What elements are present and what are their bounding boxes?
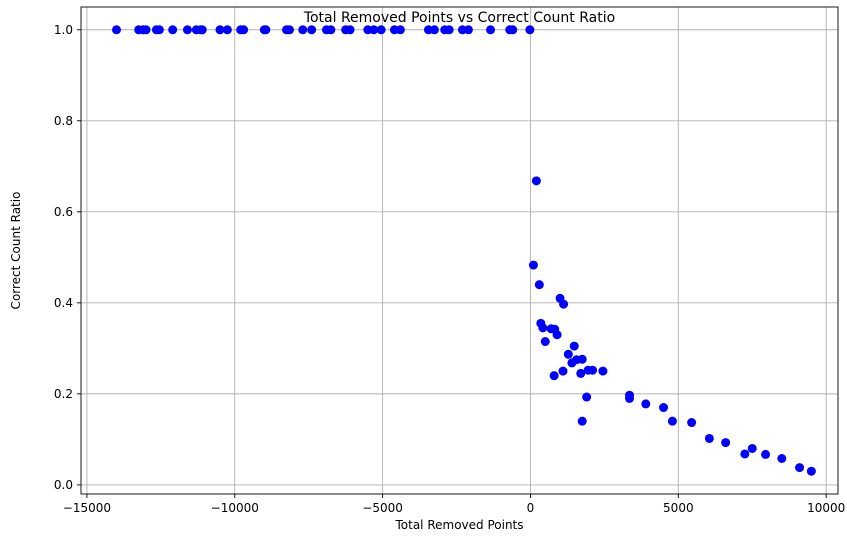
data-point <box>395 25 405 35</box>
points-layer <box>111 25 816 476</box>
data-point <box>559 299 569 309</box>
x-tick-label: −15000 <box>63 501 111 515</box>
data-point <box>761 449 771 459</box>
data-point <box>747 443 757 453</box>
data-point <box>298 25 308 35</box>
data-point <box>534 280 544 290</box>
data-point <box>326 25 336 35</box>
data-point <box>577 354 587 364</box>
x-tick-label: 5000 <box>663 501 694 515</box>
y-axis-label: Correct Count Ratio <box>9 192 23 310</box>
data-point <box>598 366 608 376</box>
data-point <box>307 25 317 35</box>
data-point <box>154 25 164 35</box>
data-point <box>508 25 518 35</box>
data-point <box>111 25 121 35</box>
data-point <box>576 368 586 378</box>
y-tick-label: 0.8 <box>54 114 73 128</box>
data-point <box>667 416 677 426</box>
x-tick-label: 0 <box>527 501 535 515</box>
data-point <box>429 25 439 35</box>
data-point <box>563 349 573 359</box>
data-point <box>369 25 379 35</box>
data-point <box>577 416 587 426</box>
data-point <box>531 176 541 186</box>
data-point <box>182 25 192 35</box>
x-tick-label: 10000 <box>807 501 845 515</box>
data-point <box>558 366 568 376</box>
data-point <box>806 466 816 476</box>
data-point <box>528 260 538 270</box>
data-point <box>345 25 355 35</box>
y-tick-label: 0.4 <box>54 296 73 310</box>
data-point <box>704 433 714 443</box>
data-point <box>215 25 225 35</box>
chart-title: Total Removed Points vs Correct Count Ra… <box>303 10 615 26</box>
grid-layer <box>81 7 838 494</box>
data-point <box>141 25 151 35</box>
data-point <box>795 463 805 473</box>
data-point <box>569 341 579 351</box>
data-point <box>687 418 697 428</box>
y-tick-label: 1.0 <box>54 23 73 37</box>
data-point <box>777 453 787 463</box>
data-point <box>444 25 454 35</box>
data-point <box>261 25 271 35</box>
data-point <box>222 25 232 35</box>
data-point <box>197 25 207 35</box>
x-tick-label: −10000 <box>211 501 259 515</box>
ticks-layer: −15000 −10000 −5000 0 5000 10000 0.0 0.2 0.4 0.6 0… <box>54 23 845 515</box>
data-point <box>721 438 731 448</box>
data-point <box>284 25 294 35</box>
x-tick-label: −5000 <box>362 501 403 515</box>
data-point <box>538 323 548 333</box>
data-point <box>486 25 496 35</box>
data-point <box>168 25 178 35</box>
y-tick-label: 0.6 <box>54 205 73 219</box>
data-point <box>540 337 550 347</box>
y-tick-label: 0.0 <box>54 478 73 492</box>
plot-frame <box>80 6 839 495</box>
data-point <box>376 25 386 35</box>
data-point <box>552 330 562 340</box>
data-point <box>239 25 249 35</box>
data-point <box>588 365 598 375</box>
data-point <box>625 393 635 403</box>
x-axis-label: Total Removed Points <box>394 518 523 532</box>
data-point <box>659 403 669 413</box>
y-tick-label: 0.2 <box>54 387 73 401</box>
data-point <box>463 25 473 35</box>
data-point <box>549 371 559 381</box>
data-point <box>740 449 750 459</box>
data-point <box>525 25 535 35</box>
data-point <box>641 399 651 409</box>
data-point <box>582 392 592 402</box>
